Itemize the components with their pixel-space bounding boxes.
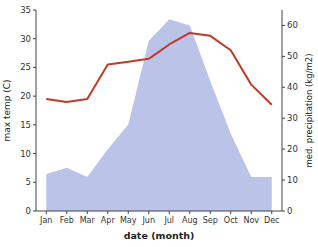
x-tick [66, 211, 67, 214]
y-tick-label: 25 [20, 62, 31, 72]
plot-area [46, 19, 272, 211]
x-tick [128, 211, 129, 214]
y2-tick-label: 30 [287, 113, 298, 123]
x-tick [189, 211, 190, 214]
x-tick-label: Feb [60, 216, 74, 225]
x-tick-label: Jun [142, 216, 156, 225]
y2-tick-label: 0 [287, 206, 292, 216]
x-tick [148, 211, 149, 214]
y2-tick [282, 25, 285, 26]
y-tick-label: 30 [20, 34, 31, 44]
x-tick [230, 211, 231, 214]
y2-axis-label: med. precipitation (kg/m2) [304, 53, 314, 167]
x-tick [169, 211, 170, 214]
y-tick-label: 5 [26, 177, 31, 187]
x-tick-label: Mar [80, 216, 96, 225]
y-tick [33, 67, 36, 68]
y-tick-label: 10 [20, 149, 31, 159]
y2-tick-label: 50 [287, 51, 298, 61]
y2-tick [282, 180, 285, 181]
y-tick [33, 153, 36, 154]
y-tick-label: 0 [26, 206, 31, 216]
x-tick [271, 211, 272, 214]
x-tick-label: Dec [264, 216, 279, 225]
y2-tick-label: 40 [287, 82, 298, 92]
x-tick [87, 211, 88, 214]
y-tick [33, 10, 36, 11]
y-tick [33, 211, 36, 212]
x-axis-label: date (month) [124, 230, 195, 241]
precipitation-area [46, 19, 272, 211]
chart: 0 5 10 15 20 25 30 35 0 10 20 30 40 50 60 Jan Feb Mar Apr M… [0, 0, 318, 247]
x-tick-label: Aug [182, 216, 198, 225]
x-tick-label: Jan [39, 216, 52, 225]
temperature-line [46, 33, 272, 105]
y-tick [33, 96, 36, 97]
y2-tick [282, 56, 285, 57]
y2-tick-label: 20 [287, 144, 298, 154]
y2-tick-label: 60 [287, 20, 298, 30]
x-tick [46, 211, 47, 214]
y-tick [33, 38, 36, 39]
y2-tick [282, 87, 285, 88]
y-tick-label: 35 [20, 5, 31, 15]
y2-tick [282, 118, 285, 119]
x-axis-line [36, 211, 282, 212]
x-tick-label: Oct [224, 216, 238, 225]
x-tick-label: Jul [163, 216, 174, 225]
x-tick-label: May [120, 216, 137, 225]
x-tick [107, 211, 108, 214]
y-axis-line [36, 10, 37, 211]
y2-tick-label: 10 [287, 175, 298, 185]
y-tick [33, 124, 36, 125]
y2-tick [282, 149, 285, 150]
y-axis-label: max temp (C) [2, 79, 12, 141]
chart-container: 0 5 10 15 20 25 30 35 0 10 20 30 40 50 60 Jan Feb Mar Apr M… [0, 0, 318, 247]
x-tick-label: Sep [203, 216, 218, 225]
x-tick [210, 211, 211, 214]
y-tick-label: 20 [20, 91, 31, 101]
y2-axis-line [282, 10, 283, 211]
x-tick [251, 211, 252, 214]
y-tick-label: 15 [20, 120, 31, 130]
x-tick-label: Nov [243, 216, 259, 225]
x-tick-label: Apr [101, 216, 116, 225]
y2-tick [282, 211, 285, 212]
y-tick [33, 182, 36, 183]
